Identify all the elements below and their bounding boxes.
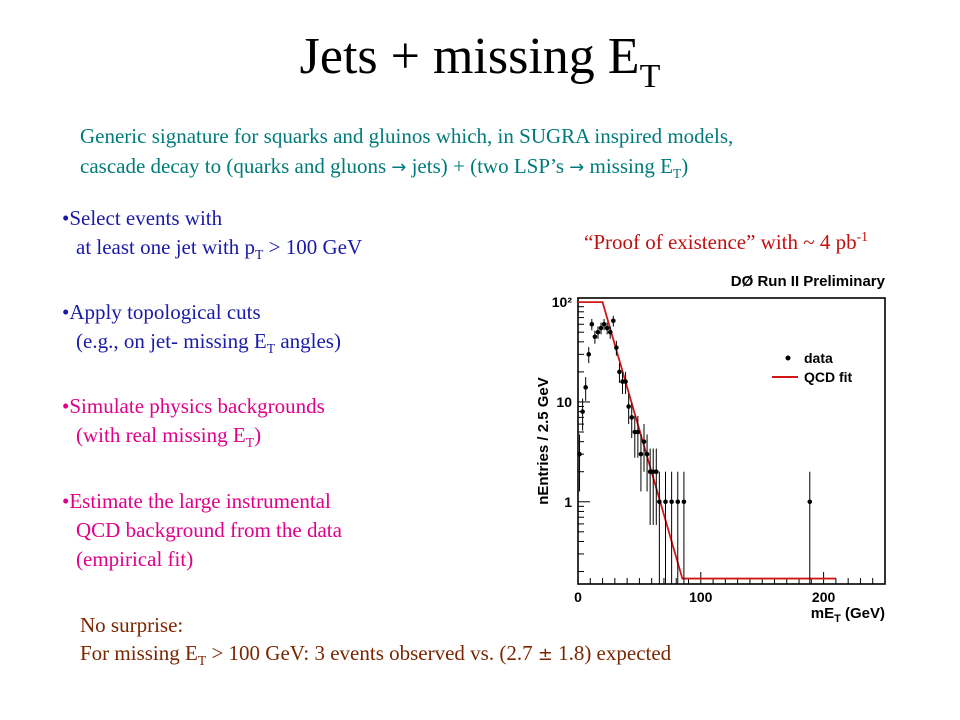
intro-close: ) [681, 154, 689, 178]
bullet-line: QCD background from the data [76, 517, 342, 542]
met-distribution-plot: DØ Run II Preliminary nEntries / 2.5 GeV m… [535, 273, 886, 622]
bullet-line: at least one jet with pT > 100 GeV [62, 233, 502, 269]
data-point [595, 329, 601, 335]
x-tick-label: 200 [812, 589, 836, 605]
bullet-line: •Apply topological cuts [62, 300, 261, 325]
plot-caption: “Proof of existence” with ~ 4 pb-1 [584, 224, 868, 255]
data-point [583, 385, 588, 390]
bullet-simulate-backgrounds: •Simulate physics backgrounds (with real… [62, 392, 502, 457]
data-point [580, 409, 585, 414]
conclusion-line-1: No surprise: [80, 613, 184, 637]
bullet-text: angles) [275, 329, 341, 354]
data-point [681, 499, 687, 505]
slide-title: Jets + missing ET [0, 28, 960, 95]
data-point [592, 334, 598, 340]
data-point [638, 451, 644, 457]
bullet-select-events: •Select events with at least one jet wit… [62, 204, 502, 269]
data-point [611, 318, 616, 324]
bullet-text: ) [254, 423, 262, 448]
data-point [577, 451, 582, 457]
data-point [629, 415, 635, 420]
bullet-line: (e.g., on jet- missing ET angles) [62, 327, 502, 363]
plot-title: DØ Run II Preliminary [731, 273, 886, 290]
conclusion-text: 1.8) expected [552, 641, 672, 665]
intro-line-2: cascade decay to (quarks and gluons → je… [80, 151, 940, 189]
data-point [807, 499, 813, 505]
y-tick-label: 10² [552, 294, 573, 310]
x-axis-label: mET (GeV) [811, 605, 885, 622]
bullet-topological-cuts: •Apply topological cuts (e.g., on jet- m… [62, 298, 502, 363]
bullet-line: (with real missing ET) [62, 421, 502, 457]
data-point [675, 499, 681, 505]
bullet-line: •Simulate physics backgrounds [62, 394, 325, 419]
bullet-line: (empirical fit) [76, 546, 194, 571]
title-text: Jets + missing E [299, 28, 640, 85]
y-tick-label: 1 [564, 494, 572, 510]
caption-text: “Proof of existence” with ~ 4 pb [584, 230, 857, 254]
intro-line-2-prefix: cascade decay to (quarks and gluons [80, 154, 392, 178]
arrow-icon: → [391, 157, 407, 178]
data-point [604, 325, 610, 331]
data-point [614, 345, 619, 350]
bullet-text: (with real missing E [76, 423, 246, 448]
data-point [657, 499, 662, 505]
data-point [653, 469, 659, 475]
bullet-line: •Select events with [62, 206, 223, 230]
plus-minus-symbol: ± [537, 644, 553, 665]
bullet-subscript: T [245, 435, 255, 451]
conclusion-line-2: For missing ET > 100 GeV: 3 events obser… [80, 639, 671, 675]
data-point [669, 499, 674, 505]
intro-line-2-mid: jets) + (two LSP’s [406, 154, 570, 178]
data-point [623, 379, 628, 384]
plot-frame [577, 297, 886, 585]
data-point [617, 369, 622, 375]
bullet-text: (e.g., on jet- missing E [76, 329, 267, 354]
data-point [601, 321, 607, 327]
data-point [586, 352, 592, 357]
bullet-line: •Estimate the large instrumental [62, 488, 331, 513]
data-point [589, 321, 595, 327]
legend-fit-label: QCD fit [804, 369, 853, 385]
y-tick-label: 10 [556, 394, 572, 410]
data-point [663, 499, 668, 505]
caption-superscript: -1 [856, 229, 868, 244]
data-point [635, 429, 641, 435]
intro-line-2-end: missing E [584, 154, 673, 178]
x-tick-label: 100 [689, 589, 713, 605]
bullet-estimate-qcd: •Estimate the large instrumental QCD bac… [62, 487, 502, 574]
conclusion: No surprise: For missing ET > 100 GeV: 3… [80, 611, 671, 675]
arrow-icon: → [569, 157, 585, 178]
bullet-text: > 100 GeV [263, 235, 363, 259]
bullet-text: at least one jet with p [76, 235, 256, 259]
title-subscript: T [639, 58, 661, 95]
intro-subscript: T [672, 166, 682, 182]
legend-data-marker [785, 355, 791, 361]
x-tick-label: 0 [574, 589, 582, 605]
conclusion-subscript: T [197, 653, 207, 669]
data-point [644, 451, 650, 457]
intro-paragraph: Generic signature for squarks and gluino… [80, 121, 940, 189]
conclusion-text: > 100 GeV: 3 events observed vs. (2.7 [206, 641, 538, 665]
intro-line-1: Generic signature for squarks and gluino… [80, 124, 734, 148]
bullet-subscript: T [255, 247, 264, 263]
data-point [598, 325, 604, 331]
y-axis-label: nEntries / 2.5 GeV [535, 377, 552, 505]
bullet-subscript: T [266, 341, 276, 357]
data-point [607, 329, 613, 335]
bullet-list: •Select events with at least one jet wit… [62, 204, 502, 603]
conclusion-text: For missing E [80, 641, 198, 665]
legend-data-label: data [804, 350, 833, 366]
data-point [626, 404, 631, 409]
data-point [641, 439, 647, 444]
